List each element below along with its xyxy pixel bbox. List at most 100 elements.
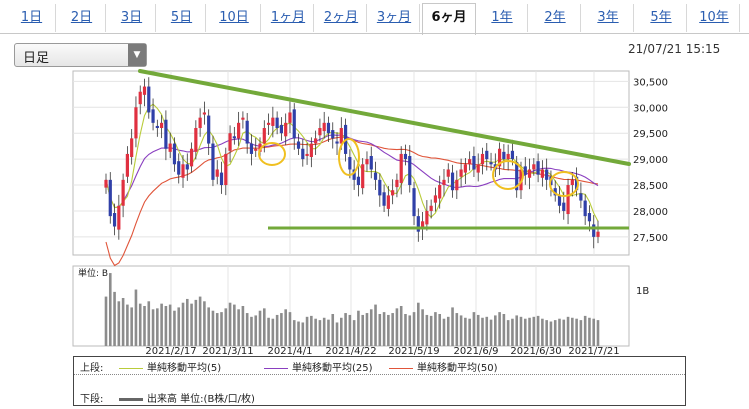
volume-bar (489, 319, 493, 346)
resistance-line (138, 69, 631, 166)
legend-ma5-text: 単純移動平均(5) (147, 363, 222, 374)
candle-body (288, 112, 292, 123)
volume-bar (408, 315, 412, 346)
tab-13[interactable]: 10年 (689, 4, 740, 32)
volume-bar (305, 316, 309, 346)
volume-bar (476, 314, 480, 346)
volume-bar (553, 320, 557, 346)
tab-6[interactable]: 2ヶ月 (316, 4, 367, 32)
candle-body (155, 125, 159, 129)
candle-body (309, 143, 313, 158)
volume-swatch (119, 397, 143, 401)
volume-bar (532, 316, 536, 346)
candle-body (138, 91, 142, 105)
volume-bar (579, 320, 583, 346)
volume-bar (297, 321, 300, 346)
volume-bar (434, 312, 437, 346)
candle-body (425, 210, 429, 225)
tab-9[interactable]: 1年 (477, 4, 528, 32)
candle-body (532, 164, 536, 170)
volume-bar (104, 296, 108, 346)
volume-scale-label: 1B (636, 286, 649, 297)
tab-10[interactable]: 2年 (530, 4, 581, 32)
volume-bar (108, 273, 112, 346)
volume-bar (164, 306, 168, 346)
volume-bar (113, 291, 116, 346)
tab-0[interactable]: 1日 (8, 4, 56, 32)
candle-body (228, 133, 232, 151)
volume-bar (156, 308, 159, 346)
tab-11[interactable]: 3年 (583, 4, 634, 32)
volume-bar (318, 320, 322, 346)
volume-bar (498, 312, 501, 346)
volume-bar (134, 289, 138, 346)
volume-bar (258, 310, 262, 346)
x-tick-label: 2021/2/17 (145, 346, 196, 357)
candle-body (254, 148, 258, 151)
legend-volume-text: 出来高 単位:(B株/口/枚) (147, 394, 255, 405)
candle-body (369, 156, 373, 170)
candle-body (241, 117, 245, 120)
volume-bar (588, 317, 591, 346)
volume-bar (575, 318, 578, 346)
volume-bar (117, 301, 121, 346)
candle-body (583, 200, 587, 217)
candle-body (348, 157, 352, 170)
volume-bar (455, 313, 459, 346)
legend-ma5: 単純移動平均(5) (119, 359, 221, 374)
volume-bar (143, 306, 146, 346)
tab-5[interactable]: 1ヶ月 (263, 4, 314, 32)
volume-bar (151, 309, 155, 346)
candle-body (151, 109, 155, 123)
candle-body (570, 179, 574, 186)
volume-bar (378, 314, 382, 346)
candle-body (506, 153, 510, 160)
candle-body (301, 148, 305, 160)
volume-bar (284, 309, 287, 346)
volume-bar (173, 310, 176, 346)
candle-body (446, 169, 450, 177)
candle-body (292, 109, 296, 139)
tab-1[interactable]: 2日 (58, 4, 106, 32)
volume-bar (472, 312, 476, 346)
volume-bar (168, 304, 172, 346)
tab-3[interactable]: 5日 (158, 4, 206, 32)
candle-body (433, 195, 438, 203)
volume-bar (541, 318, 544, 346)
volume-bar (130, 307, 133, 346)
tab-7[interactable]: 3ヶ月 (369, 4, 420, 32)
period-select[interactable]: 日足 ▼ (14, 43, 147, 67)
tab-8[interactable]: 6ヶ月 (422, 3, 476, 35)
candle-body (181, 164, 185, 178)
legend-ma25: 単純移動平均(25) (264, 359, 373, 374)
x-tick-label: 2021/5/19 (388, 346, 439, 357)
volume-bar (421, 309, 424, 346)
candle-body (545, 169, 549, 180)
volume-bar (344, 313, 347, 346)
candle-body (318, 128, 322, 136)
tab-12[interactable]: 5年 (636, 4, 687, 32)
volume-bar (254, 315, 258, 346)
highlight-circle (338, 138, 360, 176)
x-tick-label: 2021/7/21 (568, 346, 619, 357)
volume-bar (233, 304, 236, 346)
candle-body (463, 164, 467, 173)
candle-body (365, 159, 369, 165)
candle-body (249, 143, 254, 154)
volume-bar (558, 318, 561, 346)
volume-bar (519, 316, 523, 346)
legend-box: 上段: 単純移動平均(5) 単純移動平均(25) 単純移動平均(50) 下段: … (73, 356, 686, 406)
ma50-swatch (389, 367, 413, 369)
candle-body (262, 128, 266, 144)
ma5-line (105, 103, 599, 222)
volume-bar (549, 321, 553, 346)
volume-bar (417, 302, 420, 346)
candle-body (194, 128, 198, 152)
tab-4[interactable]: 10日 (208, 4, 261, 32)
candle-body (164, 119, 168, 149)
candle-body (442, 179, 446, 186)
volume-bar (241, 306, 245, 346)
tab-2[interactable]: 3日 (108, 4, 156, 32)
candle-body (232, 136, 236, 139)
candle-body (566, 185, 570, 215)
